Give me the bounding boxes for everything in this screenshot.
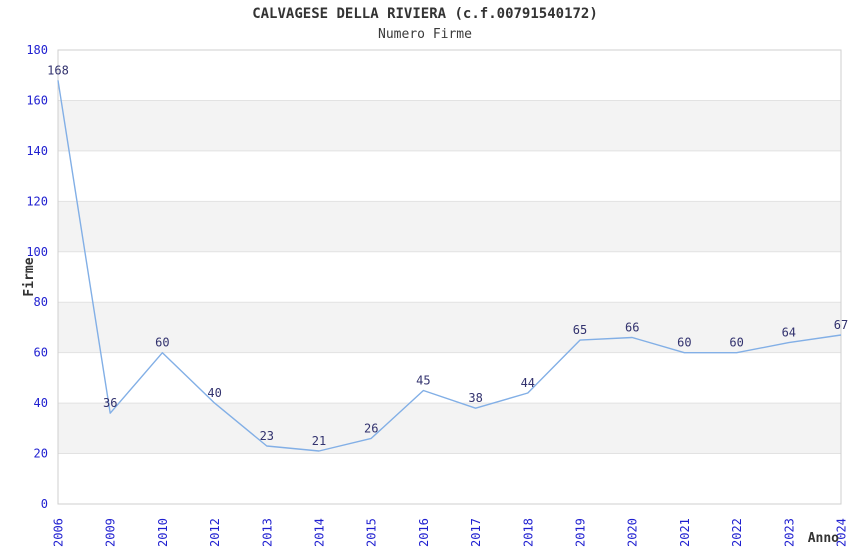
x-tick-label: 2016 bbox=[417, 518, 431, 547]
plot-band bbox=[58, 403, 841, 454]
x-tick-label: 2022 bbox=[730, 518, 744, 547]
data-label: 65 bbox=[573, 323, 587, 337]
data-label: 67 bbox=[834, 318, 848, 332]
x-tick-label: 2024 bbox=[835, 518, 849, 547]
series-line bbox=[57, 80, 842, 452]
plot-band bbox=[58, 201, 841, 252]
x-tick-label: 2006 bbox=[52, 518, 66, 547]
data-label: 36 bbox=[103, 396, 117, 410]
y-tick-label: 60 bbox=[34, 346, 48, 360]
y-tick-label: 120 bbox=[26, 194, 48, 208]
y-tick-label: 0 bbox=[41, 497, 48, 511]
x-tick-label: 2018 bbox=[521, 518, 535, 547]
data-label: 168 bbox=[47, 63, 69, 77]
y-tick-label: 160 bbox=[26, 93, 48, 107]
y-tick-label: 40 bbox=[34, 396, 48, 410]
x-tick-label: 2020 bbox=[626, 518, 640, 547]
x-tick-label: 2015 bbox=[365, 518, 379, 547]
x-tick-label: 2013 bbox=[260, 518, 274, 547]
data-label: 60 bbox=[677, 336, 691, 350]
data-label: 23 bbox=[260, 429, 274, 443]
plot-band bbox=[58, 302, 841, 353]
y-tick-label: 80 bbox=[34, 295, 48, 309]
y-tick-label: 20 bbox=[34, 447, 48, 461]
y-tick-label: 140 bbox=[26, 144, 48, 158]
y-axis-title: Firme bbox=[22, 257, 37, 296]
data-label: 21 bbox=[312, 434, 326, 448]
data-label: 44 bbox=[521, 376, 535, 390]
x-tick-label: 2009 bbox=[104, 518, 118, 547]
data-label: 38 bbox=[468, 391, 482, 405]
chart-title: CALVAGESE DELLA RIVIERA (c.f.00791540172… bbox=[252, 6, 598, 22]
y-tick-label: 100 bbox=[26, 245, 48, 259]
x-tick-label: 2019 bbox=[574, 518, 588, 547]
y-tick-label: 180 bbox=[26, 43, 48, 57]
x-tick-label: 2012 bbox=[208, 518, 222, 547]
x-tick-label: 2017 bbox=[469, 518, 483, 547]
data-label: 26 bbox=[364, 421, 378, 435]
data-label: 60 bbox=[155, 336, 169, 350]
x-tick-label: 2023 bbox=[782, 518, 796, 547]
data-label: 64 bbox=[782, 326, 796, 340]
data-label: 40 bbox=[207, 386, 221, 400]
chart-subtitle: Numero Firme bbox=[378, 27, 472, 42]
x-tick-label: 2014 bbox=[313, 518, 327, 547]
x-axis-title: Anno bbox=[808, 531, 839, 546]
x-tick-label: 2021 bbox=[678, 518, 692, 547]
data-label: 66 bbox=[625, 321, 639, 335]
data-label: 60 bbox=[729, 336, 743, 350]
plot-band bbox=[58, 100, 841, 151]
data-label: 45 bbox=[416, 374, 430, 388]
x-tick-label: 2010 bbox=[156, 518, 170, 547]
plot-border bbox=[57, 49, 842, 505]
